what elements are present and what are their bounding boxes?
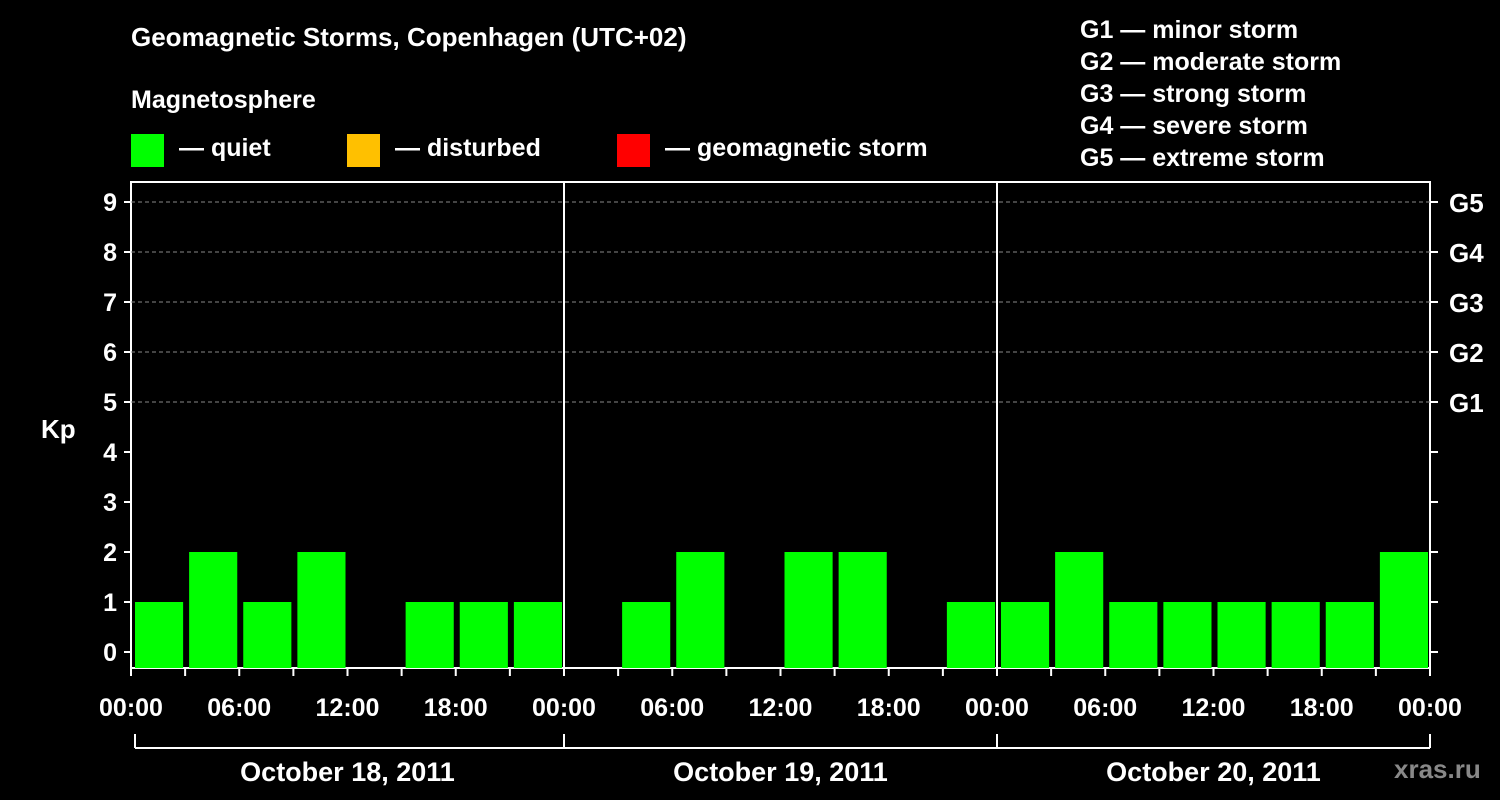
day-label: October 19, 2011 (673, 757, 888, 787)
y-tick-label: 4 (103, 439, 117, 467)
kp-bar (676, 552, 725, 668)
kp-bar (1379, 552, 1428, 668)
x-tick-label: 18:00 (857, 694, 921, 722)
kp-bar (622, 602, 671, 668)
kp-bar (1217, 602, 1266, 668)
g-scale-label: G2 (1449, 338, 1484, 368)
x-tick-label: 00:00 (99, 694, 163, 722)
g-scale-label: G5 (1449, 188, 1484, 218)
x-tick-label: 06:00 (1073, 694, 1137, 722)
kp-bar (784, 552, 833, 668)
kp-bar (946, 602, 995, 668)
day-label: October 18, 2011 (240, 757, 455, 787)
storm-scale-g2: G2 — moderate storm (1080, 48, 1342, 76)
day-label: October 20, 2011 (1106, 757, 1321, 787)
storm-scale-legend: G1 — minor storm G2 — moderate storm G3 … (1080, 14, 1341, 174)
g-scale-label: G3 (1449, 288, 1484, 318)
kp-bar (1001, 602, 1050, 668)
storm-scale-g5: G5 — extreme storm (1080, 144, 1325, 172)
g-scale-label: G1 (1449, 388, 1484, 418)
y-tick-label: 7 (103, 289, 117, 317)
legend-label-quiet: — quiet (179, 134, 271, 162)
y-tick-label: 1 (103, 589, 117, 617)
g-scale-label: G4 (1449, 238, 1484, 268)
x-tick-label: 00:00 (965, 694, 1029, 722)
x-tick-label: 18:00 (424, 694, 488, 722)
x-tick-label: 12:00 (749, 694, 813, 722)
quiet-swatch (131, 134, 164, 167)
kp-bar (135, 602, 184, 668)
kp-bar (1163, 602, 1212, 668)
x-tick-label: 06:00 (207, 694, 271, 722)
magnetosphere-legend-title: Magnetosphere (131, 86, 316, 114)
x-tick-label: 00:00 (1398, 694, 1462, 722)
storm-scale-g1: G1 — minor storm (1080, 16, 1299, 44)
y-tick-label: 2 (103, 539, 117, 567)
kp-bar (189, 552, 238, 668)
storm-scale-g4: G4 — severe storm (1080, 112, 1308, 140)
y-axis-label: Kp (41, 414, 76, 444)
kp-bar (1271, 602, 1320, 668)
y-tick-label: 5 (103, 389, 117, 417)
watermark: xras.ru (1394, 754, 1481, 784)
x-tick-label: 12:00 (316, 694, 380, 722)
y-tick-label: 6 (103, 339, 117, 367)
x-tick-label: 00:00 (532, 694, 596, 722)
x-tick-label: 06:00 (640, 694, 704, 722)
y-tick-label: 0 (103, 639, 117, 667)
storm-scale-g3: G3 — strong storm (1080, 80, 1307, 108)
storm-swatch (617, 134, 650, 167)
kp-bar (459, 602, 508, 668)
kp-bar (243, 602, 292, 668)
kp-bar (1109, 602, 1158, 668)
kp-bar (1055, 552, 1104, 668)
y-tick-label: 9 (103, 189, 117, 217)
disturbed-swatch (347, 134, 380, 167)
kp-bar (513, 602, 562, 668)
kp-bar (838, 552, 887, 668)
y-tick-label: 8 (103, 239, 117, 267)
legend-label-storm: — geomagnetic storm (665, 134, 928, 162)
kp-bar (297, 552, 346, 668)
x-tick-label: 18:00 (1290, 694, 1354, 722)
kp-bar (1325, 602, 1374, 668)
chart-title: Geomagnetic Storms, Copenhagen (UTC+02) (131, 22, 687, 52)
y-tick-label: 3 (103, 489, 117, 517)
legend-label-disturbed: — disturbed (395, 134, 541, 162)
x-tick-label: 12:00 (1182, 694, 1246, 722)
kp-bar (405, 602, 454, 668)
